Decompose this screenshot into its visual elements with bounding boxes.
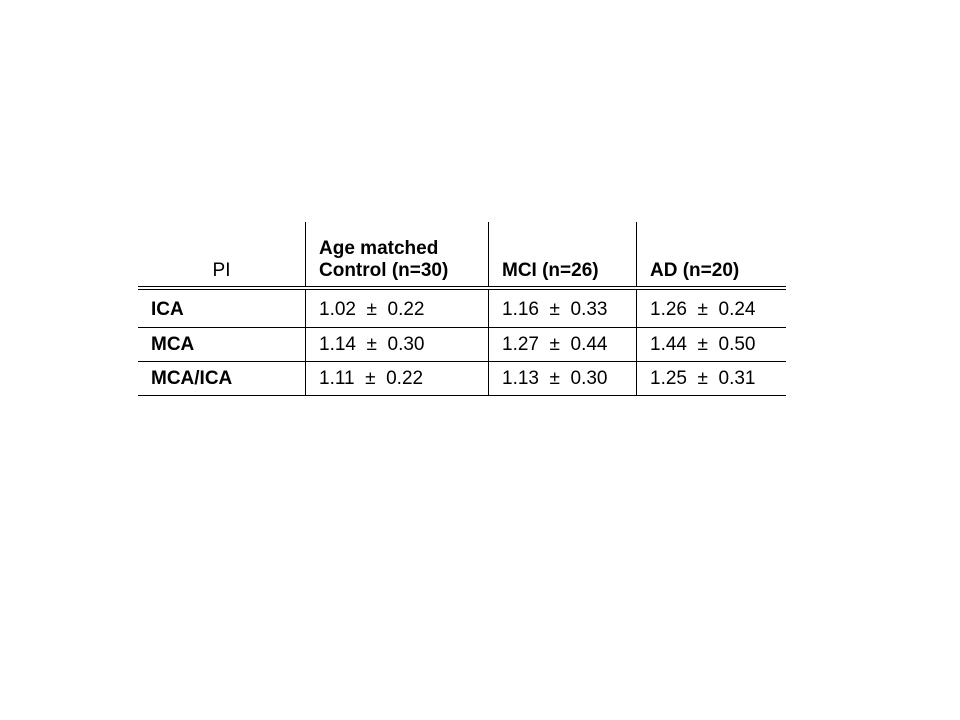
row-label: MCA/ICA — [138, 361, 306, 396]
data-row: MCA 1.14 ± 0.30 1.27 ± 0.44 1.44 ± 0.50 — [138, 327, 786, 362]
row-label: ICA — [138, 288, 306, 328]
cell: 1.44 ± 0.50 — [636, 327, 786, 362]
pi-table: PI Age matched Control (n=30) MCI (n=26)… — [138, 222, 786, 396]
cell: 1.14 ± 0.30 — [305, 327, 489, 362]
cell: 1.26 ± 0.24 — [636, 288, 786, 328]
header-row: PI Age matched Control (n=30) MCI (n=26)… — [138, 222, 786, 290]
header-cell: Age matched Control (n=30) — [305, 222, 489, 290]
data-row: MCA/ICA 1.11 ± 0.22 1.13 ± 0.30 1.25 ± 0… — [138, 361, 786, 396]
header-cell: PI — [138, 222, 306, 290]
cell: 1.13 ± 0.30 — [488, 361, 637, 396]
header-cell: MCI (n=26) — [488, 222, 637, 290]
cell: 1.02 ± 0.22 — [305, 288, 489, 328]
header-cell: AD (n=20) — [636, 222, 786, 290]
cell: 1.25 ± 0.31 — [636, 361, 786, 396]
cell: 1.27 ± 0.44 — [488, 327, 637, 362]
cell: 1.16 ± 0.33 — [488, 288, 637, 328]
row-label: MCA — [138, 327, 306, 362]
cell: 1.11 ± 0.22 — [305, 361, 489, 396]
data-row: ICA 1.02 ± 0.22 1.16 ± 0.33 1.26 ± 0.24 — [138, 288, 786, 328]
